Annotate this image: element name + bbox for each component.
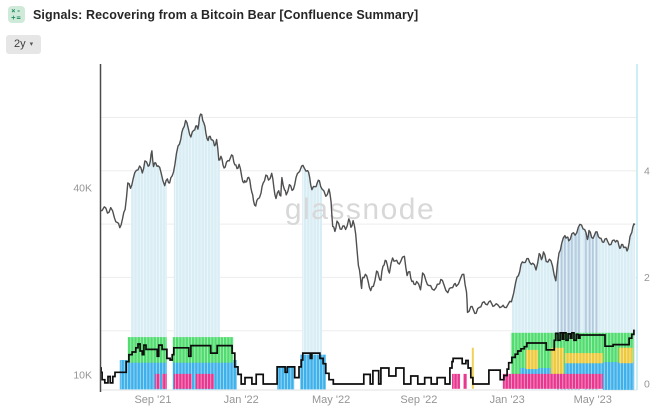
indicator-bar-texture (551, 347, 564, 381)
time-range-label: 2y (14, 38, 26, 50)
page-title: Signals: Recovering from a Bitcoin Bear … (33, 7, 419, 22)
indicator-bar-texture (172, 337, 234, 363)
left-axis-tick: 40K (73, 183, 92, 195)
indicator-bar-texture (162, 373, 167, 389)
signals-metric-icon: ×- += (8, 6, 25, 23)
indicator-bar-texture (452, 373, 461, 389)
indicator-bar-texture (463, 373, 468, 389)
confluence-line (100, 329, 635, 385)
indicator-bar-texture (277, 366, 295, 390)
indicator-bar-texture (564, 363, 603, 375)
x-axis-tick: Jan '23 (490, 394, 525, 406)
x-axis-tick: Sep '21 (134, 394, 171, 406)
indicator-bar-texture (155, 373, 160, 389)
indicator-bar-texture (525, 349, 539, 370)
price-line (99, 113, 636, 315)
x-axis-tick: May '23 (574, 394, 612, 406)
chevron-down-icon: ▾ (29, 41, 34, 48)
right-axis-tick: 2 (644, 272, 650, 284)
x-axis-tick: Jan '22 (224, 394, 259, 406)
indicator-bar-texture (564, 353, 603, 364)
indicator-bar-texture (173, 373, 193, 389)
x-axis-tick: Sep '22 (400, 394, 437, 406)
right-axis-tick: 0 (644, 379, 650, 391)
time-range-selector[interactable]: 2y ▾ (6, 35, 42, 54)
highlight-band-texture (131, 150, 167, 390)
x-axis-tick: May '22 (312, 394, 350, 406)
watermark-logo: glassnode (285, 193, 435, 226)
indicator-bar-texture (471, 347, 474, 389)
indicator-bar-texture (195, 373, 214, 389)
highlight-band-texture (302, 165, 323, 390)
left-axis-tick: 10K (73, 370, 92, 382)
indicator-bar-texture (502, 373, 603, 389)
indicator-bar-texture (300, 354, 326, 390)
header: ×- += Signals: Recovering from a Bitcoin… (8, 6, 418, 23)
metric-icon-glyph-bottom: += (11, 13, 22, 22)
indicator-bar-texture (602, 362, 634, 390)
indicator-bar-texture (618, 347, 633, 364)
right-axis-tick: 4 (644, 165, 650, 177)
highlight-band-texture (173, 114, 220, 390)
metric-icon-glyph-top: ×- (11, 6, 22, 15)
